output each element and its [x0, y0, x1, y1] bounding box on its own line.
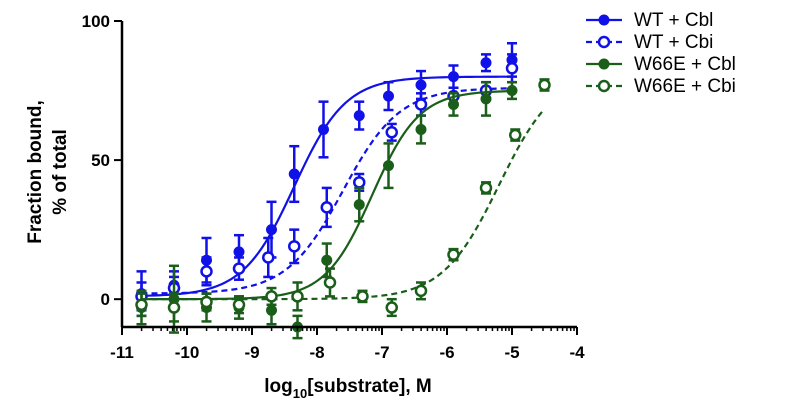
legend-marker	[598, 58, 610, 70]
legend-marker	[598, 14, 610, 26]
x-tick-label: -4	[569, 343, 585, 362]
data-point	[385, 301, 398, 314]
legend-marker	[597, 79, 611, 93]
y-axis-title: Fraction bound, % of total	[25, 100, 71, 244]
x-axis-title-subscript: 10	[293, 386, 307, 401]
data-point	[288, 240, 301, 253]
data-point	[353, 110, 365, 122]
x-tick-label: -11	[110, 343, 134, 362]
x-tick-label: -6	[439, 343, 454, 362]
data-point	[506, 85, 518, 97]
data-point	[320, 201, 333, 214]
legend-marker	[597, 35, 611, 49]
y-tick-label: 0	[101, 290, 110, 309]
data-point	[414, 98, 428, 111]
x-axis-title-main: log	[264, 376, 293, 397]
y-tick-label: 100	[82, 12, 110, 31]
data-point	[505, 62, 519, 75]
legend-entry: W66E + Cbi	[586, 76, 736, 97]
data-point	[538, 78, 551, 92]
data-point	[135, 298, 148, 311]
plot-area	[135, 42, 551, 340]
data-point	[265, 290, 278, 303]
data-point	[383, 90, 394, 102]
data-point	[509, 128, 522, 142]
data-point	[266, 224, 277, 236]
data-point	[480, 93, 492, 105]
x-axis-title-rest: [substrate], M	[307, 376, 432, 397]
data-point	[321, 254, 333, 266]
x-tick-label: -9	[244, 343, 259, 362]
legend-entry: WT + Cbi	[586, 32, 713, 53]
data-point	[356, 290, 369, 303]
data-point	[448, 71, 459, 83]
data-point	[448, 98, 459, 110]
data-point	[200, 265, 213, 278]
axes: -11 -10 -9 -8 -7 -6 -5 -4 0 50 100	[82, 12, 585, 362]
fit-curve	[141, 108, 546, 301]
legend-label: WT + Cbl	[634, 10, 713, 31]
data-point	[266, 304, 277, 316]
data-point	[318, 123, 329, 135]
x-tick-label: -8	[309, 343, 324, 362]
legend-entry: WT + Cbl	[586, 10, 713, 31]
legend-label: W66E + Cbl	[634, 54, 736, 75]
legend-label: W66E + Cbi	[634, 76, 736, 97]
data-point	[447, 248, 460, 261]
x-tick-label: -10	[175, 343, 200, 362]
data-point	[383, 160, 394, 172]
data-point	[288, 168, 300, 180]
data-point	[480, 57, 492, 69]
data-point	[385, 126, 398, 139]
data-point	[200, 295, 213, 309]
data-point	[233, 246, 245, 258]
series-3	[135, 78, 551, 323]
x-axis-title: log10[substrate], M	[264, 376, 432, 401]
data-point	[232, 298, 246, 311]
data-point	[323, 276, 337, 289]
y-tick-label: 50	[91, 151, 110, 170]
data-point	[479, 181, 493, 195]
x-tick-label: -7	[374, 343, 389, 362]
x-tick-label: -5	[504, 343, 519, 362]
data-point	[415, 79, 427, 91]
legend-label: WT + Cbi	[634, 32, 713, 53]
data-point	[291, 290, 304, 303]
y-axis-title-line1: Fraction bound,	[25, 100, 46, 244]
data-point	[353, 176, 366, 189]
data-point	[167, 301, 181, 314]
data-point	[414, 284, 428, 298]
data-point	[262, 251, 275, 264]
data-point	[415, 123, 427, 135]
data-point	[353, 199, 365, 211]
data-point	[232, 262, 246, 275]
legend-entry: W66E + Cbl	[586, 54, 736, 75]
y-axis-title-line2: % of total	[50, 129, 71, 215]
